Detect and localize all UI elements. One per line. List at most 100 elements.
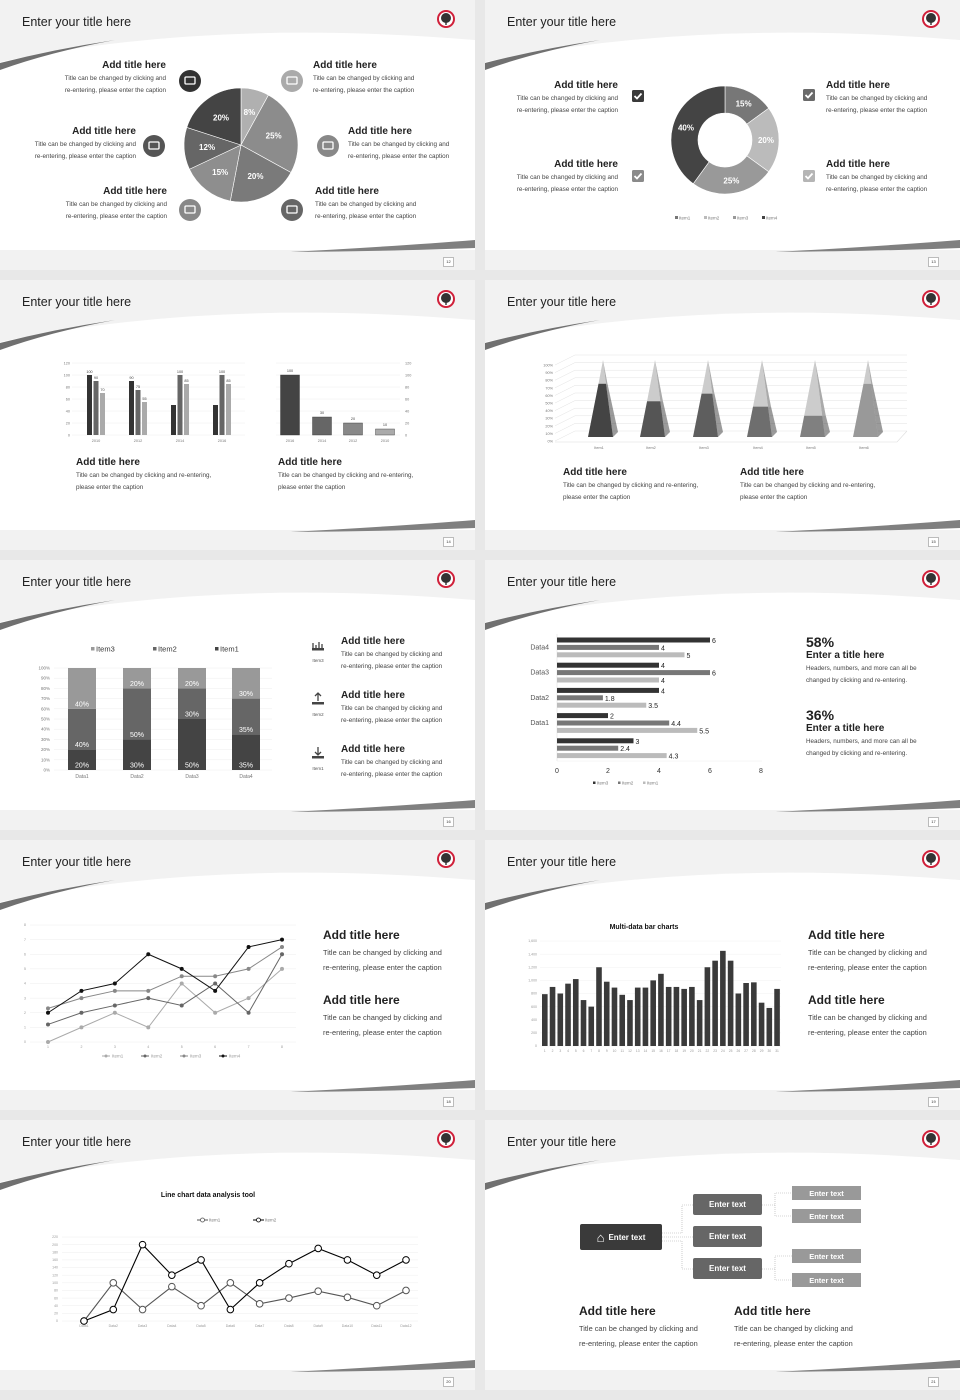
icon-label: Item3 — [312, 658, 324, 663]
x-tick: 22 — [706, 1049, 710, 1053]
legend-swatch — [153, 647, 157, 651]
x-tick: 2010 — [92, 439, 100, 443]
checkmark-icon — [633, 92, 643, 100]
y-category-label: Data1 — [530, 720, 549, 727]
x-tick: 0 — [555, 768, 559, 775]
leaf-node[interactable]: Enter text — [792, 1273, 861, 1287]
x-tick: 18 — [675, 1049, 679, 1053]
mid-node[interactable]: Enter text — [693, 1258, 762, 1279]
page-number: 19 — [928, 1097, 939, 1107]
data-point — [402, 1256, 410, 1264]
segment-label: 20% — [75, 763, 89, 770]
legend-swatch — [618, 781, 621, 784]
stacked-bar-segment — [123, 668, 151, 689]
stacked-bar-segment — [123, 688, 151, 740]
pyramid-body — [693, 393, 718, 437]
gridline — [554, 407, 907, 419]
x-tick: Data4 — [167, 1324, 176, 1328]
upload-icon-glyph — [314, 692, 322, 701]
y-tick: 7 — [24, 938, 26, 942]
legend-label: Item1 — [647, 781, 659, 786]
x-tick: 6 — [708, 768, 712, 775]
bar — [557, 753, 667, 759]
bar — [572, 979, 579, 1046]
text-block: Add title here Title can be changed by cl… — [323, 928, 442, 975]
y-tick: 40 — [54, 1304, 58, 1308]
leaf-node[interactable]: Enter text — [792, 1209, 861, 1223]
x-tick: Data8 — [284, 1324, 293, 1328]
block-caption: Title can be changed by clicking and re-… — [341, 705, 443, 724]
y-tick: 40% — [545, 409, 553, 413]
data-point — [255, 1300, 264, 1308]
data-point — [138, 1240, 147, 1249]
stat-number: 58% — [806, 634, 835, 650]
smartphone-icon — [281, 70, 303, 92]
block-title: Add title here — [740, 467, 804, 478]
logo — [922, 10, 940, 28]
mid-node[interactable]: Enter text — [693, 1194, 762, 1215]
bar — [596, 967, 602, 1046]
text-block: Add title here Title can be changed by cl… — [323, 993, 442, 1040]
stacked-bar-segment — [68, 708, 96, 750]
bar — [758, 1002, 765, 1046]
pyramid-body — [800, 415, 825, 437]
x-tick: 2016 — [218, 439, 226, 443]
data-point — [46, 1040, 50, 1044]
page-number: 15 — [928, 537, 939, 547]
series-line — [83, 1282, 407, 1322]
leaf-node[interactable]: Enter text — [792, 1186, 861, 1200]
bar — [557, 670, 710, 676]
y-tick: 0% — [43, 768, 50, 773]
segment-label: 50% — [185, 763, 199, 770]
y-tick: 70% — [41, 696, 50, 701]
text-block: Add title here Title can be changed by cl… — [341, 636, 442, 673]
block-caption: Title can be changed by clicking and re-… — [323, 1013, 442, 1037]
y-tick: 80 — [405, 386, 409, 390]
slide-title: Enter your title here — [22, 575, 132, 589]
block-title: Add title here — [278, 457, 342, 468]
pyramid-side — [822, 415, 830, 437]
checkbox-icon — [632, 170, 644, 182]
slide-9: Enter your title here 20 Line chart data a… — [0, 1120, 475, 1390]
text-block: Add title here Title can be changed by cl… — [808, 993, 927, 1040]
bar — [280, 374, 300, 436]
block-title: Add title here — [348, 126, 412, 137]
bar-chart-icon-base — [312, 648, 324, 651]
pyramid-side — [768, 406, 777, 437]
bar-chart-icon — [312, 642, 324, 651]
legend-marker — [104, 1054, 108, 1058]
y-tick: 600 — [531, 1005, 537, 1009]
bar — [689, 986, 695, 1046]
bar — [627, 1000, 633, 1046]
root-node[interactable]: ⌂ Enter text — [580, 1224, 662, 1250]
content-area — [0, 872, 475, 1090]
legend-label: Item2 — [158, 645, 177, 654]
checkmark-icon — [633, 172, 643, 180]
bar — [557, 702, 647, 708]
bar-value-label: 85 — [226, 379, 230, 383]
bar — [557, 713, 608, 719]
block-caption: Title can be changed by clicking and re-… — [64, 75, 166, 94]
slide-background — [485, 10, 960, 252]
y-tick: 10% — [41, 757, 50, 762]
bar-value-label: 4 — [661, 678, 665, 685]
legend-marker — [256, 1217, 261, 1223]
logo — [437, 290, 455, 308]
y-tick: 8 — [24, 923, 26, 927]
legend-marker — [200, 1217, 205, 1223]
bar-value-label: 1.8 — [605, 696, 615, 703]
swoosh-decoration — [290, 1080, 475, 1092]
bar — [704, 967, 711, 1046]
x-tick: 3 — [559, 1049, 561, 1053]
logo-trunk — [445, 861, 447, 865]
leaf-node[interactable]: Enter text — [792, 1249, 861, 1263]
bar-value-label: 4.4 — [671, 721, 681, 728]
slide-title: Enter your title here — [22, 1135, 132, 1149]
pyramid-body — [640, 401, 665, 437]
segment-label: 35% — [239, 727, 253, 734]
bar — [720, 950, 726, 1046]
data-point — [285, 1294, 293, 1302]
data-point — [402, 1286, 410, 1295]
mid-node[interactable]: Enter text — [693, 1226, 762, 1247]
x-tick: 31 — [775, 1049, 779, 1053]
